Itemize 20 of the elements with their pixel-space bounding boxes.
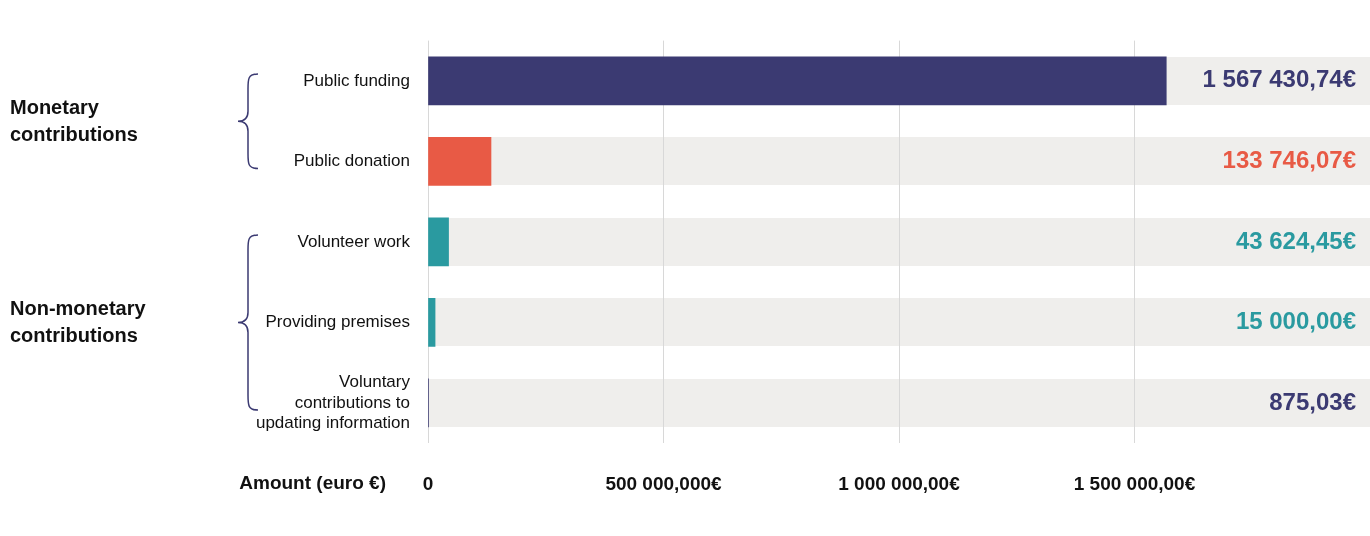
bar: [428, 217, 449, 267]
data-label: 1 567 430,74€: [1202, 65, 1356, 93]
text: Non-monetary contributions: [10, 296, 147, 349]
data-label: 15 000,00€: [1235, 307, 1356, 335]
y-tick-label: Providing premises: [265, 312, 410, 332]
data-label: 43 624,45€: [1235, 226, 1356, 254]
bar: [428, 137, 492, 186]
x-tick-label: 0: [422, 472, 434, 494]
y-tick-label: Volunteer work: [297, 231, 411, 251]
x-axis-title: Amount (euro €): [239, 472, 386, 494]
x-tick-label: 500 000,000€: [605, 472, 723, 494]
data-label: 133 746,07€: [1222, 146, 1356, 174]
bar: [428, 298, 436, 347]
y-tick-label: Voluntary contributions to updating information: [255, 372, 411, 433]
data-label: 875,03€: [1269, 387, 1356, 415]
y-tick-label: Public donation: [293, 151, 410, 171]
x-tick-label: 1 000 000,00€: [838, 472, 961, 494]
text: Monetary contributions: [10, 95, 139, 148]
x-tick-label: 1 500 000,00€: [1073, 472, 1196, 494]
y-tick-label: Public funding: [303, 70, 410, 90]
